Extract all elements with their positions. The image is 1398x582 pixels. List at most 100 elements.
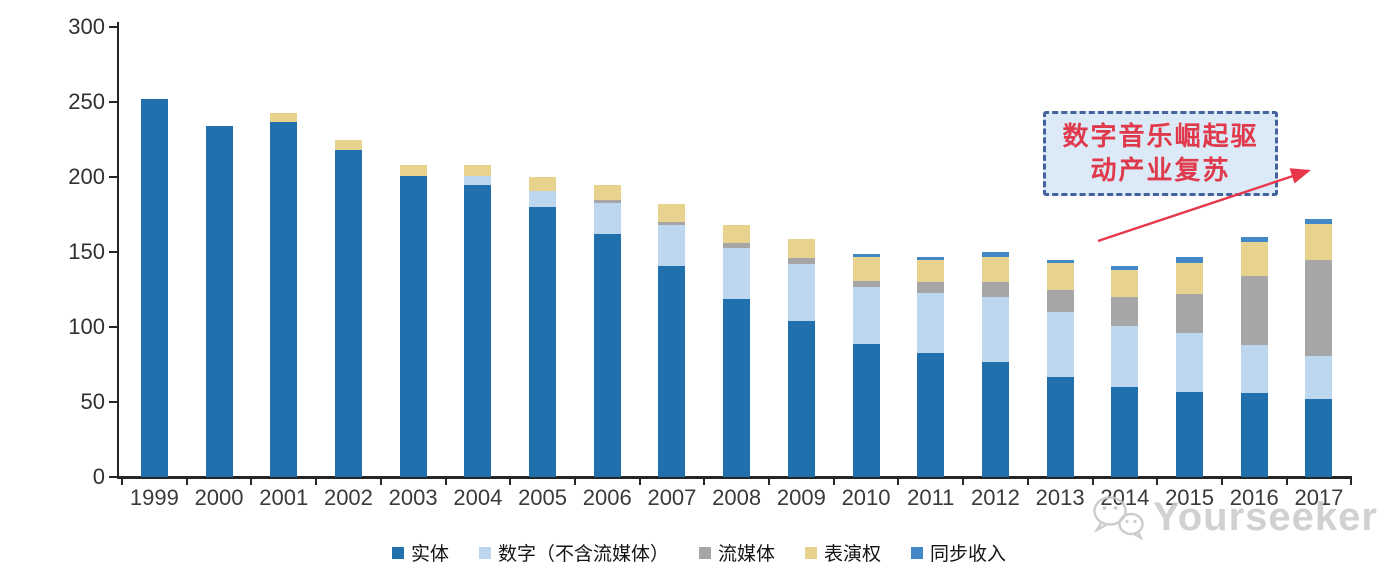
bar-segment-实体 xyxy=(658,265,686,477)
x-axis-label-2003: 2003 xyxy=(388,485,438,510)
bar-segment-同步收入 xyxy=(1176,256,1204,263)
bar-2012 xyxy=(981,0,1009,582)
bar-2007 xyxy=(658,0,686,582)
bar-segment-流媒体 xyxy=(1305,259,1333,356)
bar-segment-实体 xyxy=(1305,399,1333,477)
bar-segment-流媒体 xyxy=(981,282,1009,297)
watermark: Yourseeker xyxy=(1091,494,1378,540)
y-axis-label: 150 xyxy=(68,239,105,264)
bar-2010 xyxy=(852,0,880,582)
x-axis-tick xyxy=(121,477,123,485)
x-axis-tick xyxy=(315,477,318,485)
x-axis-label-2013: 2013 xyxy=(1035,485,1085,510)
bar-segment-表演权 xyxy=(1240,241,1268,276)
bar-segment-同步收入 xyxy=(852,253,880,257)
x-axis-label-2010: 2010 xyxy=(841,485,891,510)
bar-2004 xyxy=(464,0,492,582)
annotation-box: 数字音乐崛起驱 动产业复苏 xyxy=(1043,111,1278,196)
y-axis-tick xyxy=(109,476,117,478)
x-axis-tick xyxy=(897,477,900,485)
bar-segment-表演权 xyxy=(787,238,815,258)
chart-legend: 实体 数字（不含流媒体） 流媒体 表演权 同步收入 xyxy=(0,539,1398,566)
y-axis-label: 100 xyxy=(68,314,105,339)
bar-segment-表演权 xyxy=(593,184,621,200)
watermark-brand-text: Yourseeker xyxy=(1153,494,1378,539)
legend-label: 数字（不含流媒体） xyxy=(497,544,669,565)
legend-swatch-icon xyxy=(478,546,491,559)
wechat-icon xyxy=(1093,496,1144,540)
bar-segment-流媒体 xyxy=(1111,297,1139,326)
annotation-arrow-icon xyxy=(1097,168,1311,243)
bar-segment-实体 xyxy=(981,361,1009,477)
bar-2017 xyxy=(1305,0,1333,582)
bar-segment-流媒体 xyxy=(593,199,621,203)
bar-segment-表演权 xyxy=(270,112,298,122)
bar-segment-表演权 xyxy=(1111,270,1139,297)
bar-segment-流媒体 xyxy=(787,258,815,264)
bar-2014 xyxy=(1111,0,1139,582)
bar-segment-数字（不含流媒体） xyxy=(464,175,492,185)
bar-segment-数字（不含流媒体） xyxy=(1305,355,1333,399)
bar-segment-表演权 xyxy=(1176,262,1204,294)
bar-segment-同步收入 xyxy=(1046,259,1074,263)
bar-segment-数字（不含流媒体） xyxy=(1240,345,1268,393)
bar-2001 xyxy=(270,0,298,582)
y-axis-tick xyxy=(109,101,117,103)
legend-swatch-icon xyxy=(391,546,404,559)
y-axis-tick xyxy=(109,176,117,178)
x-axis-tick xyxy=(638,477,641,485)
bar-segment-数字（不含流媒体） xyxy=(529,190,557,207)
x-axis-line xyxy=(117,476,1352,479)
bar-segment-表演权 xyxy=(981,256,1009,282)
bar-2006 xyxy=(593,0,621,582)
bar-segment-数字（不含流媒体） xyxy=(658,225,686,266)
x-axis-label-2008: 2008 xyxy=(712,485,762,510)
y-axis-label: 200 xyxy=(68,164,105,189)
x-axis-tick xyxy=(1285,477,1288,485)
bar-2011 xyxy=(917,0,945,582)
x-axis-tick xyxy=(1091,477,1094,485)
bar-segment-表演权 xyxy=(723,225,751,243)
x-axis-tick xyxy=(509,477,512,485)
bar-segment-数字（不含流媒体） xyxy=(1176,333,1204,392)
bar-segment-数字（不含流媒体） xyxy=(723,247,751,299)
bar-segment-流媒体 xyxy=(1046,289,1074,312)
bar-segment-表演权 xyxy=(464,165,492,176)
bar-segment-表演权 xyxy=(1305,223,1333,260)
bar-segment-表演权 xyxy=(334,139,362,150)
bar-2000 xyxy=(205,0,233,582)
x-axis-label-2001: 2001 xyxy=(259,485,309,510)
bar-segment-实体 xyxy=(399,175,427,477)
x-axis-label-2007: 2007 xyxy=(647,485,697,510)
x-axis-label-2005: 2005 xyxy=(518,485,568,510)
bar-segment-实体 xyxy=(1111,387,1139,477)
x-axis-label-2016: 2016 xyxy=(1229,485,1279,510)
x-axis-tick xyxy=(1026,477,1029,485)
bar-segment-实体 xyxy=(1176,391,1204,477)
bar-segment-表演权 xyxy=(852,256,880,281)
x-axis-tick xyxy=(573,477,576,485)
x-axis-tick xyxy=(1350,477,1353,485)
y-axis-tick xyxy=(109,251,117,253)
bar-segment-同步收入 xyxy=(1111,265,1139,270)
bar-segment-同步收入 xyxy=(1240,237,1268,242)
bar-segment-流媒体 xyxy=(917,282,945,293)
legend-label: 表演权 xyxy=(824,544,882,565)
x-axis-label-2002: 2002 xyxy=(323,485,373,510)
bar-1999 xyxy=(140,0,168,582)
bar-2016 xyxy=(1240,0,1268,582)
x-axis-label-1999: 1999 xyxy=(129,485,179,510)
x-axis-tick xyxy=(768,477,770,485)
legend-swatch-icon xyxy=(698,546,711,559)
legend-item-0: 实体 xyxy=(391,539,449,566)
bar-2005 xyxy=(529,0,557,582)
x-axis-tick xyxy=(444,477,447,485)
x-axis-label-2017: 2017 xyxy=(1294,485,1344,510)
bar-2003 xyxy=(399,0,427,582)
bar-segment-实体 xyxy=(723,298,751,477)
x-axis-label-2009: 2009 xyxy=(776,485,826,510)
bar-segment-数字（不含流媒体） xyxy=(1046,312,1074,377)
bar-segment-实体 xyxy=(334,150,362,477)
bar-2002 xyxy=(334,0,362,582)
x-axis-label-2015: 2015 xyxy=(1165,485,1215,510)
